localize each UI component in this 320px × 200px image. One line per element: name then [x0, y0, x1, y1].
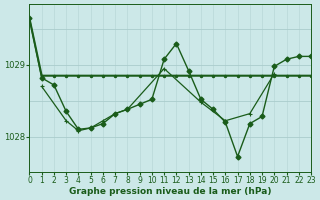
- X-axis label: Graphe pression niveau de la mer (hPa): Graphe pression niveau de la mer (hPa): [69, 187, 271, 196]
